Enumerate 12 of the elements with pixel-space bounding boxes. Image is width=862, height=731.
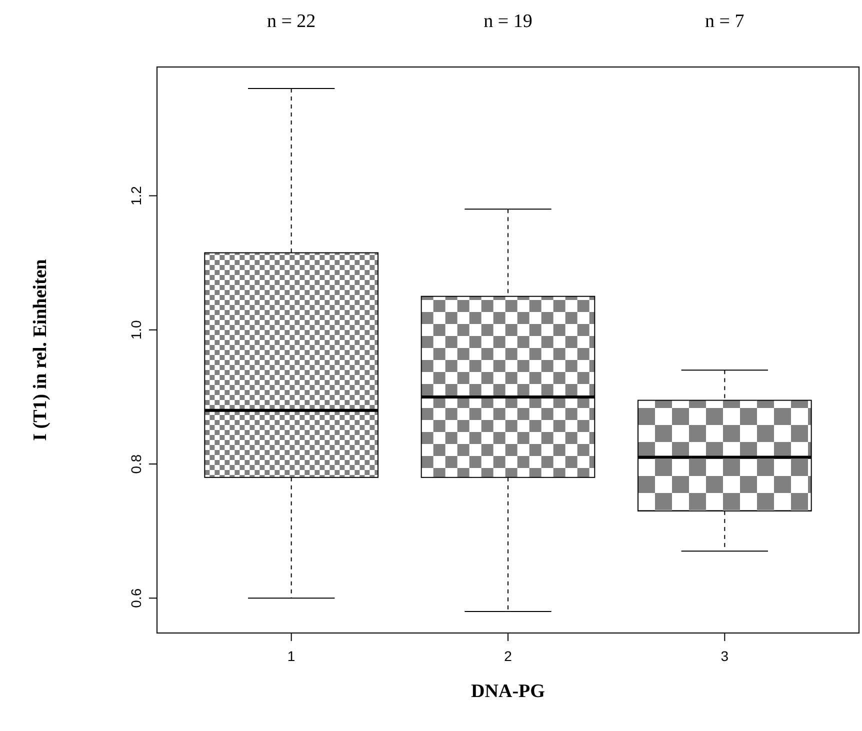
y-tick-label: 0.8 xyxy=(128,454,144,474)
x-tick-label: 3 xyxy=(720,648,729,664)
x-tick-label: 1 xyxy=(287,648,296,664)
x-tick-label: 2 xyxy=(504,648,512,664)
y-tick-label: 1.2 xyxy=(128,186,144,206)
x-axis-title: DNA-PG xyxy=(471,681,546,702)
y-tick-label: 0.6 xyxy=(128,588,144,608)
text: n = 19 xyxy=(484,11,532,32)
y-tick-label: 1.0 xyxy=(128,320,144,340)
text: n = 7 xyxy=(705,11,744,32)
y-axis-title: I (T1) in rel. Einheiten xyxy=(30,258,51,441)
text: n = 22 xyxy=(266,11,316,32)
